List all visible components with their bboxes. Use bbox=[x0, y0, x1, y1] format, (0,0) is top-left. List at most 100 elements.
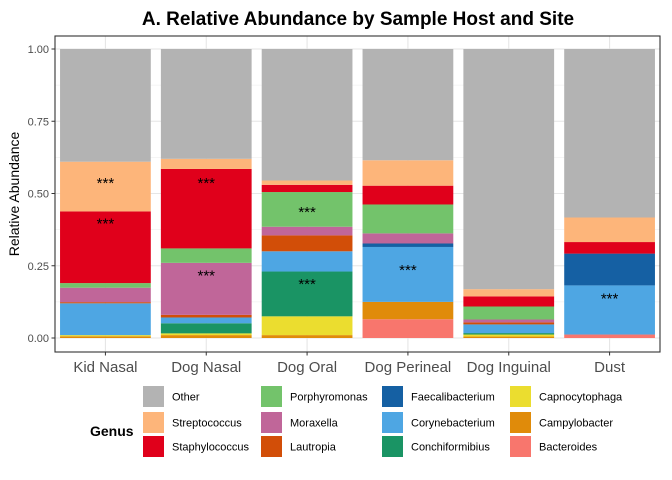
legend-label: Porphyromonas bbox=[290, 392, 368, 404]
bar-segment-bacteroides bbox=[362, 319, 454, 338]
legend-label: Staphylococcus bbox=[172, 442, 250, 454]
bar-segment-corynebacterium bbox=[60, 303, 151, 336]
bar-segment-lautropia bbox=[60, 302, 151, 304]
bar-segment-corynebacterium bbox=[261, 251, 353, 272]
annotations: *** *** *** *** *** *** *** *** bbox=[97, 175, 619, 308]
legend-swatch-faecalibacterium bbox=[382, 386, 403, 407]
bar-segment-streptococcus bbox=[160, 158, 252, 169]
bar-segment-staphylococcus bbox=[261, 184, 353, 193]
legend-label: Campylobacter bbox=[539, 418, 613, 430]
significance-annotation: *** bbox=[197, 175, 215, 192]
bar-segment-other bbox=[362, 49, 454, 161]
legend-label: Faecalibacterium bbox=[411, 392, 495, 404]
significance-annotation: *** bbox=[298, 276, 316, 293]
bar-segment-capnocytophaga bbox=[160, 333, 252, 336]
y-tick-label: 0.25 bbox=[28, 261, 49, 273]
y-tick-label: 0.00 bbox=[28, 333, 49, 345]
chart-title: A. Relative Abundance by Sample Host and… bbox=[142, 9, 574, 30]
legend-swatch-conchiformibius bbox=[382, 436, 403, 457]
bar-segment-conchiformibius bbox=[160, 323, 252, 334]
bar-segment-porphyromonas bbox=[60, 283, 151, 288]
x-tick-label: Kid Nasal bbox=[73, 359, 137, 376]
bar-segment-corynebacterium bbox=[362, 246, 454, 302]
legend-label: Lautropia bbox=[290, 442, 337, 454]
significance-annotation: *** bbox=[601, 291, 619, 308]
bar-segment-capnocytophaga bbox=[60, 335, 151, 337]
significance-annotation: *** bbox=[197, 268, 215, 285]
legend-swatch-lautropia bbox=[261, 436, 282, 457]
bar-segment-other bbox=[160, 49, 252, 159]
legend: Genus Other Streptococcus Staphylococcus Po… bbox=[90, 386, 623, 457]
legend-title: Genus bbox=[90, 423, 134, 439]
bar-segment-porphyromonas bbox=[463, 306, 555, 320]
x-tick-label: Dog Perineal bbox=[365, 359, 452, 376]
legend-label: Bacteroides bbox=[539, 442, 598, 454]
bar-segment-lautropia bbox=[261, 235, 353, 252]
bar-segment-moraxella bbox=[160, 262, 252, 315]
y-tick-label: 0.75 bbox=[28, 116, 49, 128]
bar-segment-streptococcus bbox=[463, 289, 555, 297]
legend-swatch-corynebacterium bbox=[382, 412, 403, 433]
significance-annotation: *** bbox=[298, 204, 316, 221]
bar-segment-other bbox=[261, 49, 353, 181]
bar-segment-streptococcus bbox=[564, 217, 655, 243]
bar-segment-capnocytophaga bbox=[463, 334, 555, 337]
bar-segment-other bbox=[60, 49, 151, 162]
bar-segment-faecalibacterium bbox=[564, 253, 655, 286]
bar-segment-lautropia bbox=[463, 322, 555, 325]
bar-segment-moraxella bbox=[463, 319, 555, 323]
bar-segment-porphyromonas bbox=[362, 204, 454, 234]
bar-segment-corynebacterium bbox=[463, 324, 555, 334]
bar-segment-conchiformibius bbox=[463, 333, 555, 335]
bar-segment-campylobacter bbox=[60, 336, 151, 338]
legend-label: Other bbox=[172, 392, 200, 404]
bar-segment-other bbox=[564, 49, 655, 218]
bar-segment-capnocytophaga bbox=[261, 316, 353, 336]
bar-segment-conchiformibius bbox=[261, 271, 353, 317]
bar-segment-faecalibacterium bbox=[362, 243, 454, 247]
bar-segment-streptococcus bbox=[60, 161, 151, 212]
bar-segment-porphyromonas bbox=[160, 248, 252, 263]
bar-segment-bacteroides bbox=[564, 334, 655, 338]
legend-label: Conchiformibius bbox=[411, 442, 490, 454]
legend-swatch-capnocytophaga bbox=[510, 386, 531, 407]
bar-segment-streptococcus bbox=[261, 180, 353, 185]
bar-segment-campylobacter bbox=[160, 335, 252, 338]
bar-segment-porphyromonas bbox=[261, 192, 353, 227]
bar-segment-campylobacter bbox=[362, 301, 454, 320]
bar-segment-staphylococcus bbox=[463, 296, 555, 307]
legend-swatch-campylobacter bbox=[510, 412, 531, 433]
axes: 0.00 0.25 0.50 0.75 1.00 Kid Nasal Dog Nasal Do… bbox=[28, 35, 661, 376]
bar-segment-staphylococcus bbox=[160, 168, 252, 249]
y-axis-label: Relative Abundance bbox=[6, 132, 22, 257]
x-tick-label: Dog Inguinal bbox=[467, 359, 551, 376]
significance-annotation: *** bbox=[97, 216, 115, 233]
bar-segment-staphylococcus bbox=[60, 211, 151, 284]
legend-label: Moraxella bbox=[290, 418, 339, 430]
legend-label: Corynebacterium bbox=[411, 418, 495, 430]
x-tick-label: Dog Nasal bbox=[171, 359, 241, 376]
x-tick-label: Dust bbox=[594, 359, 626, 376]
bar-segment-staphylococcus bbox=[362, 185, 454, 205]
legend-label: Streptococcus bbox=[172, 418, 242, 430]
bar-segment-campylobacter bbox=[463, 336, 555, 338]
y-tick-label: 0.50 bbox=[28, 189, 49, 201]
bar-segment-streptococcus bbox=[362, 160, 454, 186]
bar-segment-lautropia bbox=[160, 314, 252, 318]
bar-segment-other bbox=[463, 49, 555, 290]
y-tick-label: 1.00 bbox=[28, 44, 49, 56]
legend-swatch-moraxella bbox=[261, 412, 282, 433]
bar-segment-corynebacterium bbox=[160, 317, 252, 324]
bar-segment-moraxella bbox=[261, 226, 353, 236]
significance-annotation: *** bbox=[399, 262, 417, 279]
bar-segment-moraxella bbox=[362, 233, 454, 244]
x-tick-label: Dog Oral bbox=[277, 359, 337, 376]
bar-segment-moraxella bbox=[60, 287, 151, 303]
legend-swatch-bacteroides bbox=[510, 436, 531, 457]
legend-swatch-other bbox=[143, 386, 164, 407]
legend-label: Capnocytophaga bbox=[539, 392, 623, 404]
legend-swatch-staphylococcus bbox=[143, 436, 164, 457]
bars bbox=[60, 49, 655, 338]
legend-swatch-porphyromonas bbox=[261, 386, 282, 407]
